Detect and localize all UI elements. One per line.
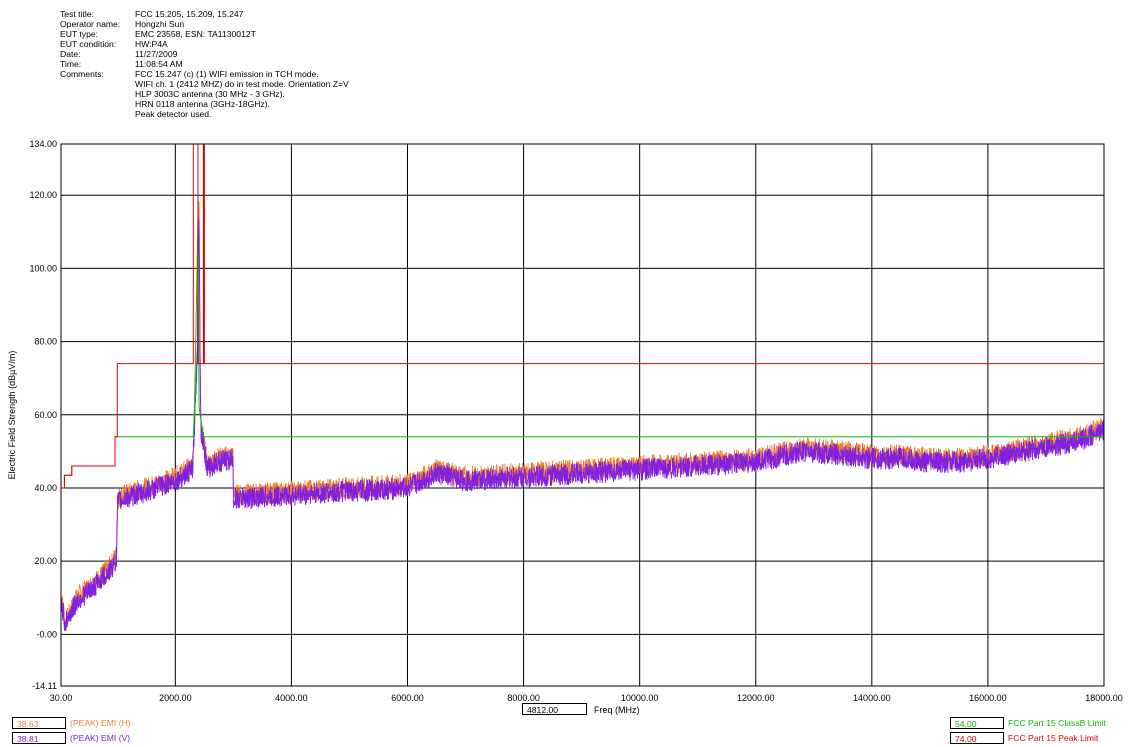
y-tick-label: 100.00 xyxy=(29,263,57,273)
plot-frame xyxy=(60,143,1105,687)
field-value: FCC 15.205, 15.209, 15.247 xyxy=(135,9,244,19)
field-label: Time: xyxy=(60,59,82,69)
header-row-operator: Operator name: Hongzhi Sun xyxy=(60,19,349,29)
legend-label-classb-limit: FCC Part 15 ClassB Limit xyxy=(1008,718,1106,728)
field-label: Operator name: xyxy=(60,19,121,29)
comment-line: WIFI ch. 1 (2412 MHZ) do in test mode. O… xyxy=(135,79,349,89)
y-tick-label: 134.00 xyxy=(29,139,57,149)
legend-value-emi-h: 38.63 xyxy=(12,717,66,729)
y-tick-label: 80.00 xyxy=(34,337,57,347)
header-row-date: Date: 11/27/2009 xyxy=(60,49,349,59)
x-tick-label: 2000.00 xyxy=(159,693,192,703)
y-tick-label: 20.00 xyxy=(34,556,57,566)
header-row-comments: Comments: FCC 15.247 (c) (1) WIFI emissio… xyxy=(60,69,349,79)
field-value: EMC 23558, ESN: TA1130012T xyxy=(135,29,256,39)
y-tick-label: -14.11 xyxy=(32,681,57,691)
legend-label-peak-limit: FCC Part 15 Peak Limit xyxy=(1008,733,1099,743)
series-line-fcc-part-15-classb-limit xyxy=(61,217,1104,489)
field-value: Hongzhi Sun xyxy=(135,19,185,29)
field-label: Test title: xyxy=(60,9,94,19)
field-label: EUT condition: xyxy=(60,39,117,49)
series-line-peak-emi-h xyxy=(60,201,1105,632)
y-tick-label: -0.00 xyxy=(36,629,57,639)
chart-grid xyxy=(61,144,1104,686)
header-row-title: Test title: FCC 15.205, 15.209, 15.247 xyxy=(60,9,349,19)
legend-value-peak-limit: 74.00 xyxy=(950,732,1004,744)
test-info-header: Test title: FCC 15.205, 15.209, 15.247 Op… xyxy=(60,9,349,119)
x-tick-label: 10000.00 xyxy=(621,693,659,703)
header-row-eut-condition: EUT condition: HW:P4A xyxy=(60,39,349,49)
legend-value-classb-limit: 54.00 xyxy=(950,717,1004,729)
x-tick-label: 4000.00 xyxy=(275,693,308,703)
field-label: Comments: xyxy=(60,69,104,79)
y-tick-label: 40.00 xyxy=(34,483,57,493)
y-tick-label: 120.00 xyxy=(29,190,57,200)
x-tick-label: 12000.00 xyxy=(737,693,775,703)
comment-line: HLP 3003C antenna (30 MHz - 3 GHz). xyxy=(135,89,285,99)
header-row-time: Time: 11:08:54 AM xyxy=(60,59,349,69)
field-label: Date: xyxy=(60,49,81,59)
x-tick-label: 30.00 xyxy=(50,693,73,703)
comment-line: HRN 0118 antenna (3GHz-18GHz). xyxy=(135,99,271,109)
field-value: FCC 15.247 (c) (1) WIFI emission in TCH … xyxy=(135,69,319,79)
field-value: 11/27/2009 xyxy=(135,49,178,59)
x-axis-label: Freq (MHz) xyxy=(594,705,640,715)
chart-series xyxy=(60,143,1105,632)
field-label: EUT type: xyxy=(60,29,99,39)
legend-label-emi-h: (PEAK) EMI (H) xyxy=(70,718,131,728)
x-tick-label: 14000.00 xyxy=(853,693,891,703)
marker-frequency-readout[interactable]: 4812.00 xyxy=(522,703,587,715)
legend-value-emi-v: 38.81 xyxy=(12,732,66,744)
x-tick-label: 18000.00 xyxy=(1085,693,1123,703)
series-line-peak-emi-v xyxy=(60,217,1105,631)
y-tick-label: 60.00 xyxy=(34,410,57,420)
comment-line: Peak detector used. xyxy=(135,109,212,119)
x-tick-label: 16000.00 xyxy=(969,693,1007,703)
field-value: 11:08:54 AM xyxy=(135,59,183,69)
x-tick-label: 6000.00 xyxy=(391,693,424,703)
axis-ticks: 30.00 2000.00 4000.00 6000.00 8000.00 10000.0… xyxy=(29,139,1122,703)
y-axis-label: Electric Field Strength (dBµV/m) xyxy=(7,351,17,480)
legend-label-emi-v: (PEAK) EMI (V) xyxy=(70,733,131,743)
x-tick-label: 8000.00 xyxy=(507,693,540,703)
field-value: HW:P4A xyxy=(135,39,168,49)
header-row-eut-type: EUT type: EMC 23558, ESN: TA1130012T xyxy=(60,29,349,39)
